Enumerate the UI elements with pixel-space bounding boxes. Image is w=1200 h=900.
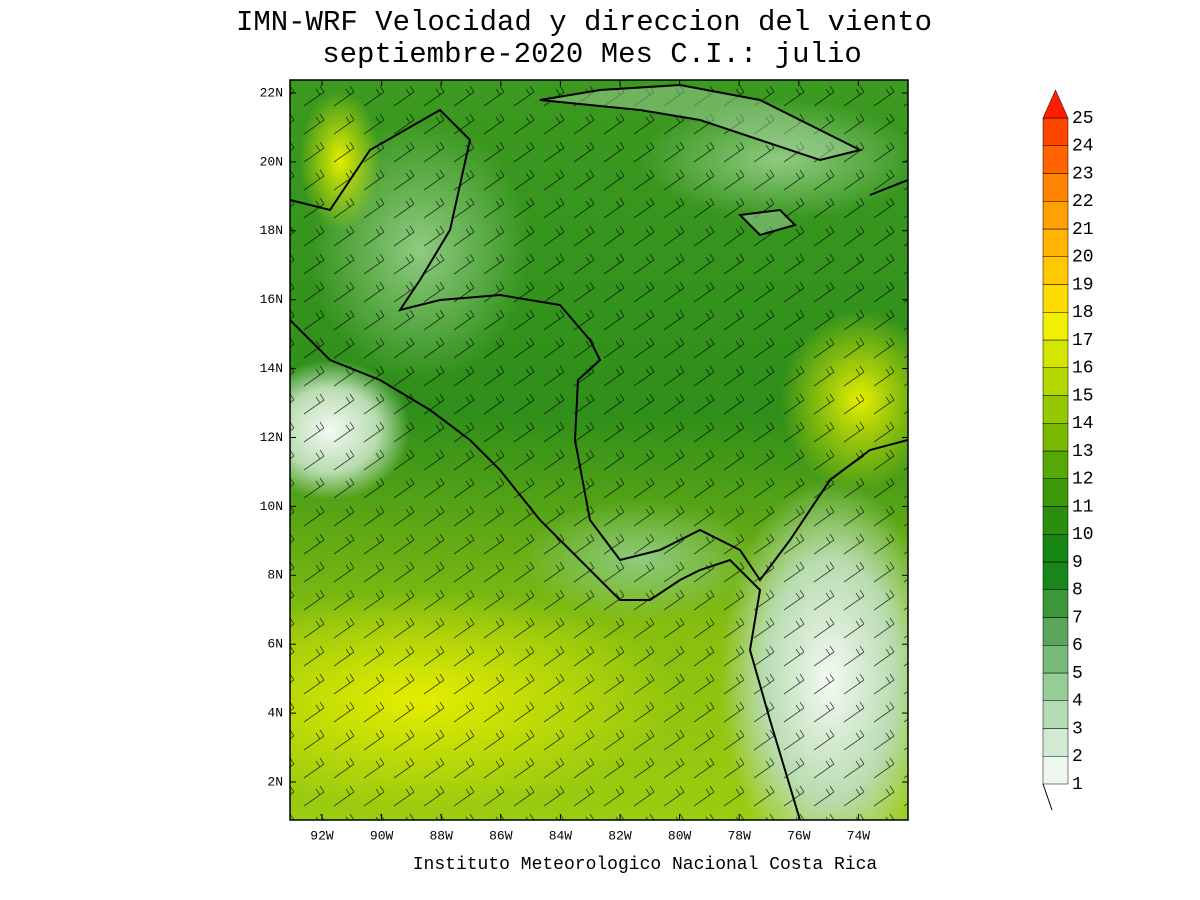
colorbar-label: 9 — [1072, 553, 1083, 573]
lat-tick-label: 8N — [267, 568, 283, 583]
colorbar-label: 15 — [1072, 386, 1094, 406]
colorbar-bin — [1042, 506, 1069, 535]
map-field — [290, 80, 908, 820]
colorbar-bin — [1042, 339, 1069, 368]
colorbar-bin — [1042, 228, 1069, 257]
colorbar-bin — [1042, 256, 1069, 285]
colorbar-bin — [1042, 395, 1069, 424]
lat-tick-label: 20N — [260, 154, 283, 169]
colorbar-bin — [1042, 561, 1069, 590]
colorbar-label: 1 — [1072, 775, 1083, 795]
lat-tick-label: 12N — [260, 430, 283, 445]
colorbar-label: 23 — [1072, 164, 1094, 184]
colorbar-label: 8 — [1072, 581, 1083, 601]
colorbar-bin — [1042, 728, 1069, 757]
lon-tick-label: 78W — [727, 828, 751, 843]
colorbar-bin — [1042, 284, 1069, 313]
colorbar-label: 11 — [1072, 497, 1094, 517]
colorbar-label: 2 — [1072, 747, 1083, 767]
colorbar-bin — [1042, 534, 1069, 563]
colorbar-bin — [1042, 672, 1069, 701]
lon-tick-label: 84W — [549, 828, 573, 843]
lon-tick-label: 80W — [668, 828, 692, 843]
colorbar-label: 3 — [1072, 719, 1083, 739]
colorbar-label: 21 — [1072, 220, 1094, 240]
colorbar-bin — [1042, 117, 1069, 146]
colorbar-bin — [1042, 173, 1069, 202]
colorbar-label: 6 — [1072, 636, 1083, 656]
lon-tick-label: 74W — [847, 828, 871, 843]
colorbar-bin — [1042, 617, 1069, 646]
lon-tick-label: 86W — [489, 828, 513, 843]
colorbar-label: 14 — [1072, 414, 1094, 434]
colorbar-bin — [1042, 367, 1069, 396]
colorbar-bin — [1042, 645, 1069, 674]
barb-legend — [1042, 783, 1053, 811]
colorbar-label: 19 — [1072, 275, 1094, 295]
colorbar-bin — [1042, 423, 1069, 452]
lat-tick-label: 10N — [260, 499, 283, 514]
colorbar-label: 17 — [1072, 331, 1094, 351]
lat-tick-label: 4N — [267, 706, 283, 721]
lat-tick-label: 6N — [267, 637, 283, 652]
colorbar-label: 22 — [1072, 192, 1094, 212]
colorbar-label: 12 — [1072, 470, 1094, 490]
lat-tick-label: 16N — [260, 292, 283, 307]
colorbar-bin — [1042, 700, 1069, 729]
lat-tick-label: 22N — [260, 85, 283, 100]
colorbar-bin — [1042, 312, 1069, 341]
lon-tick-label: 90W — [370, 828, 394, 843]
colorbar-label: 13 — [1072, 442, 1094, 462]
colorbar-label: 10 — [1072, 525, 1094, 545]
lon-tick-label: 92W — [310, 828, 334, 843]
footer: Instituto Meteorologico Nacional Costa R… — [413, 855, 878, 875]
colorbar-bin — [1042, 756, 1069, 785]
lat-tick-label: 18N — [260, 223, 283, 238]
colorbar-label: 24 — [1072, 137, 1094, 157]
colorbar-label: 18 — [1072, 303, 1094, 323]
colorbar-triangle — [1042, 89, 1069, 119]
colorbar-bin — [1042, 450, 1069, 479]
map-frame — [289, 79, 909, 821]
colorbar-label: 5 — [1072, 664, 1083, 684]
colorbar-label: 20 — [1072, 248, 1094, 268]
colorbar-bin — [1042, 201, 1069, 230]
title-line: IMN-WRF Velocidad y direccion del viento — [236, 6, 932, 39]
lat-tick-label: 2N — [267, 774, 283, 789]
title-line: septiembre-2020 Mes C.I.: julio — [322, 38, 862, 71]
lon-tick-label: 82W — [608, 828, 632, 843]
colorbar-bin — [1042, 589, 1069, 618]
colorbar-label: 7 — [1072, 608, 1083, 628]
colorbar-label: 16 — [1072, 359, 1094, 379]
lat-tick-label: 14N — [260, 361, 283, 376]
colorbar-bin — [1042, 478, 1069, 507]
colorbar-label: 4 — [1072, 692, 1083, 712]
colorbar-label: 25 — [1072, 109, 1094, 129]
colorbar-bin — [1042, 145, 1069, 174]
lon-tick-label: 76W — [787, 828, 811, 843]
lon-tick-label: 88W — [429, 828, 453, 843]
